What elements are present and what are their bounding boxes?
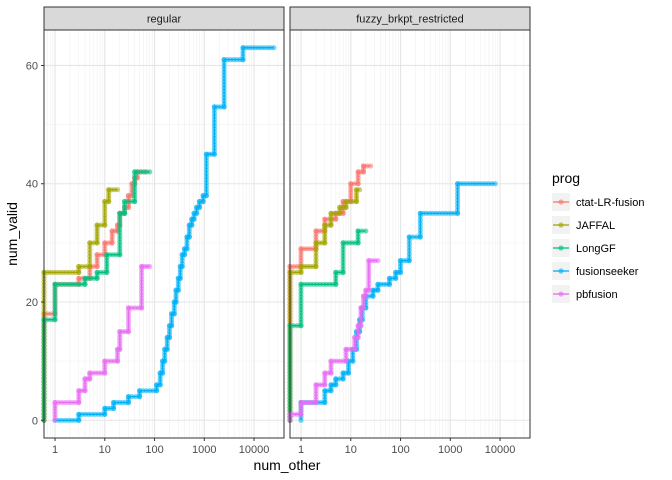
data-point xyxy=(322,216,328,222)
x-axis: 1 10 100 1000 10000 1 10 100 1000 10000 xyxy=(52,438,515,456)
data-point xyxy=(291,263,297,270)
data-point xyxy=(76,275,82,281)
data-point xyxy=(348,181,354,187)
data-point xyxy=(492,181,498,187)
x-tick-label: 1000 xyxy=(438,444,462,456)
data-point xyxy=(333,269,339,275)
data-point xyxy=(414,234,420,240)
data-point xyxy=(147,169,153,175)
legend: prog ctat-LR-fusion JAFFAL LongGF fusionsee… xyxy=(552,170,644,303)
data-point xyxy=(357,187,363,193)
data-point xyxy=(294,323,300,329)
data-point xyxy=(76,263,82,270)
series-group-regular xyxy=(41,45,277,423)
data-point xyxy=(351,181,357,187)
data-point xyxy=(271,45,277,51)
data-point xyxy=(368,163,374,169)
y-tick-label: 20 xyxy=(26,297,38,309)
legend-key-point xyxy=(558,245,564,251)
data-point xyxy=(87,240,93,246)
data-point xyxy=(45,317,51,323)
y-tick-label: 60 xyxy=(26,60,38,72)
data-point xyxy=(90,263,96,270)
data-point xyxy=(336,269,342,275)
data-point xyxy=(94,222,100,228)
y-axis-title: num_valid xyxy=(4,202,20,266)
data-point xyxy=(125,394,132,400)
legend-label: ctat-LR-fusion xyxy=(576,197,644,209)
data-point xyxy=(102,240,108,246)
x-tick-label: 100 xyxy=(391,444,409,456)
data-point xyxy=(129,394,135,400)
x-tick-label: 10000 xyxy=(485,444,516,456)
data-point xyxy=(364,163,370,169)
legend-label: LongGF xyxy=(576,243,616,255)
x-tick-label: 10 xyxy=(99,444,111,456)
panel-border-fuzzy xyxy=(289,29,531,439)
x-tick-label: 10000 xyxy=(239,444,270,456)
legend-key-point xyxy=(558,268,564,274)
plot-area-regular xyxy=(44,30,284,438)
data-point xyxy=(79,263,86,270)
legend-key-point xyxy=(558,199,564,205)
data-point xyxy=(294,411,300,417)
data-point xyxy=(291,269,297,275)
legend-title: prog xyxy=(552,170,580,186)
x-tick-label: 1 xyxy=(52,444,58,456)
data-point xyxy=(154,382,160,388)
x-tick-label: 10 xyxy=(345,444,357,456)
data-point xyxy=(291,411,297,417)
panel-border-regular xyxy=(43,29,285,439)
data-point xyxy=(355,228,361,234)
data-point xyxy=(94,252,100,258)
strip-title-regular: regular xyxy=(147,14,182,26)
data-point xyxy=(375,258,381,264)
legend-label: JAFFAL xyxy=(576,220,615,232)
data-point xyxy=(90,240,96,246)
x-tick-label: 100 xyxy=(145,444,163,456)
legend-entry-jaffal: JAFFAL xyxy=(552,216,615,234)
data-point xyxy=(105,240,111,246)
data-point xyxy=(83,263,89,270)
legend-entry-ctat-lr-fusion: ctat-LR-fusion xyxy=(552,193,644,211)
data-point xyxy=(102,198,108,205)
panel-fuzzy: fuzzy_brkpt_restricted xyxy=(287,6,531,439)
legend-label: fusionseeker xyxy=(576,266,639,278)
y-tick-label: 0 xyxy=(32,415,38,427)
data-point xyxy=(114,187,121,193)
data-point xyxy=(196,198,203,205)
x-tick-label: 1 xyxy=(298,444,304,456)
legend-entry-fusionseeker: fusionseeker xyxy=(552,262,639,280)
y-axis: 0 20 40 60 xyxy=(26,60,44,427)
data-point xyxy=(147,263,153,270)
data-point xyxy=(363,228,369,234)
x-tick-label: 1000 xyxy=(192,444,216,456)
data-point xyxy=(48,317,55,323)
data-point xyxy=(406,234,412,240)
data-point xyxy=(333,376,339,382)
data-point xyxy=(294,269,300,275)
data-point xyxy=(291,323,297,329)
data-point xyxy=(410,234,416,240)
data-point xyxy=(336,376,342,382)
series-group-fuzzy xyxy=(287,163,498,423)
data-point xyxy=(133,394,139,400)
data-point xyxy=(359,228,365,234)
data-point xyxy=(98,222,104,228)
data-point xyxy=(294,263,300,270)
legend-key-point xyxy=(558,222,564,228)
data-point xyxy=(366,293,372,299)
x-axis-title: num_other xyxy=(254,457,321,473)
panel-regular: regular xyxy=(41,6,285,439)
legend-entry-longgf: LongGF xyxy=(552,239,616,257)
strip-title-fuzzy: fuzzy_brkpt_restricted xyxy=(356,14,464,26)
legend-key-point xyxy=(558,291,564,297)
legend-label: pbfusion xyxy=(576,289,618,301)
data-point xyxy=(98,252,104,258)
y-tick-label: 40 xyxy=(26,179,38,191)
legend-entry-pbfusion: pbfusion xyxy=(552,285,618,303)
